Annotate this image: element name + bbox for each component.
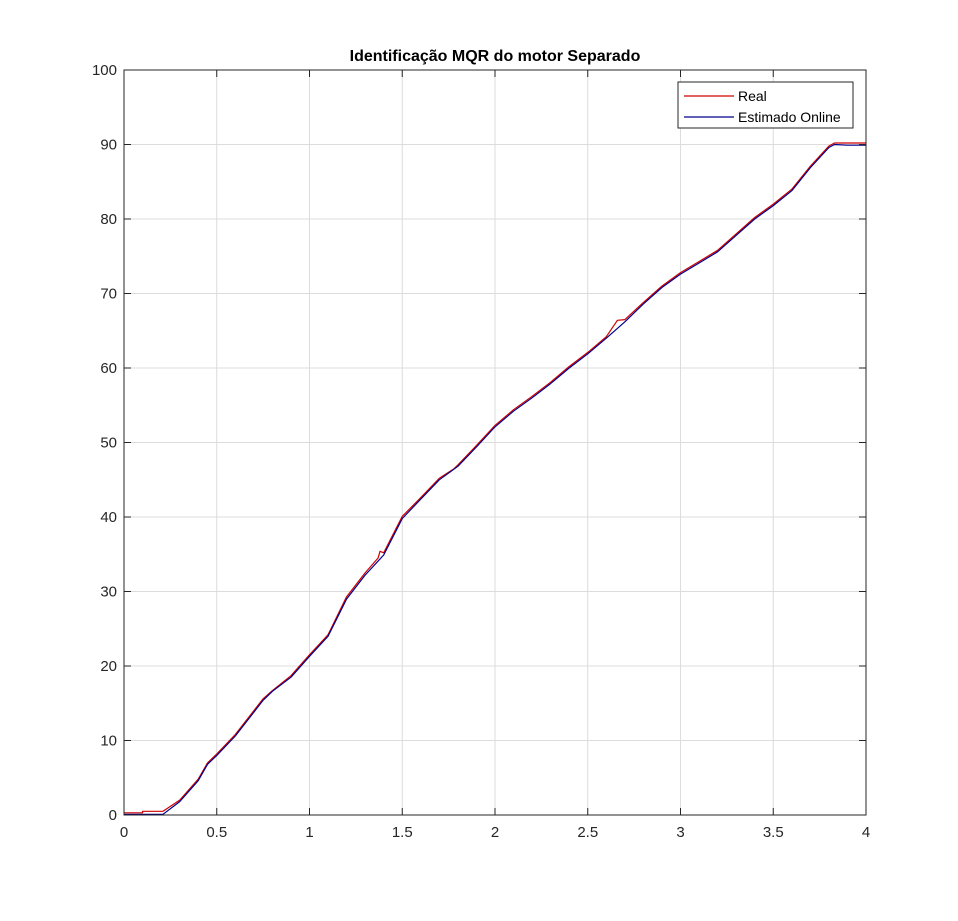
y-axis: 0 10 20 30 40 50 60 70 80 90 100 xyxy=(92,62,866,824)
x-tick-label: 1.5 xyxy=(392,824,413,841)
legend-label-estimado-online: Estimado Online xyxy=(738,109,841,125)
legend-label-real: Real xyxy=(738,88,767,104)
legend: Real Estimado Online xyxy=(677,81,854,129)
series-line-real xyxy=(124,142,866,814)
y-tick-label: 60 xyxy=(100,360,117,377)
series-line-estimado-online xyxy=(124,143,866,815)
x-tick-label: 0.5 xyxy=(206,824,227,841)
x-tick-label: 1 xyxy=(305,824,313,841)
chart-title: Identificação MQR do motor Separado xyxy=(350,48,641,65)
y-tick-label: 40 xyxy=(100,509,117,526)
legend-box xyxy=(677,81,854,129)
x-tick-label: 3 xyxy=(676,824,684,841)
y-tick-label: 80 xyxy=(100,211,117,228)
y-tick-label: 50 xyxy=(100,435,117,452)
x-tick-label: 4 xyxy=(862,824,870,841)
x-tick-label: 2 xyxy=(491,824,499,841)
x-axis: 0 0.5 1 1.5 2 2.5 3 3.5 4 xyxy=(120,70,870,841)
series-layer xyxy=(124,142,866,815)
y-tick-label: 0 xyxy=(109,807,117,824)
y-tick-label: 10 xyxy=(100,733,117,750)
y-tick-label: 30 xyxy=(100,584,117,601)
y-tick-label: 20 xyxy=(100,658,117,675)
y-tick-label: 100 xyxy=(92,62,117,79)
x-tick-label: 0 xyxy=(120,824,128,841)
y-tick-label: 90 xyxy=(100,137,117,154)
y-tick-label: 70 xyxy=(100,286,117,303)
x-tick-label: 2.5 xyxy=(577,824,598,841)
x-tick-label: 3.5 xyxy=(763,824,784,841)
